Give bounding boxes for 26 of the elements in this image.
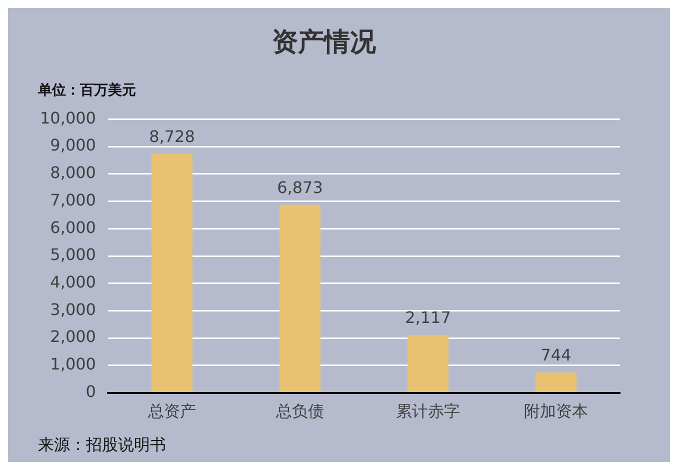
data-label: 6,873 <box>277 178 323 197</box>
x-tick-label: 累计赤字 <box>396 402 460 421</box>
y-tick-label: 9,000 <box>50 136 96 155</box>
data-label: 2,117 <box>405 308 451 328</box>
bar <box>408 334 448 392</box>
y-tick-label: 8,000 <box>50 163 96 182</box>
data-label: 744 <box>540 346 572 365</box>
y-tick-label: 7,000 <box>50 190 96 210</box>
y-tick-label: 10,000 <box>40 108 96 128</box>
y-tick-label: 6,000 <box>50 218 96 237</box>
bar <box>536 372 576 392</box>
data-label: 8,728 <box>149 127 195 146</box>
x-tick-label: 附加资本 <box>524 402 588 421</box>
y-tick-label: 5,000 <box>50 245 96 264</box>
y-axis-title: 单位：百万美元 <box>37 82 136 99</box>
x-tick-label: 总资产 <box>146 402 196 421</box>
y-tick-label: 0 <box>86 382 96 401</box>
chart-title: 资产情况 <box>272 27 377 58</box>
bar <box>280 204 320 392</box>
y-tick-label: 4,000 <box>50 272 96 292</box>
y-tick-label: 2,000 <box>50 327 96 346</box>
source-note: 来源：招股说明书 <box>38 435 166 454</box>
x-tick-label: 总负债 <box>274 402 324 421</box>
y-tick-label: 1,000 <box>50 354 96 374</box>
bar <box>152 154 192 392</box>
y-tick-label: 3,000 <box>50 300 96 319</box>
